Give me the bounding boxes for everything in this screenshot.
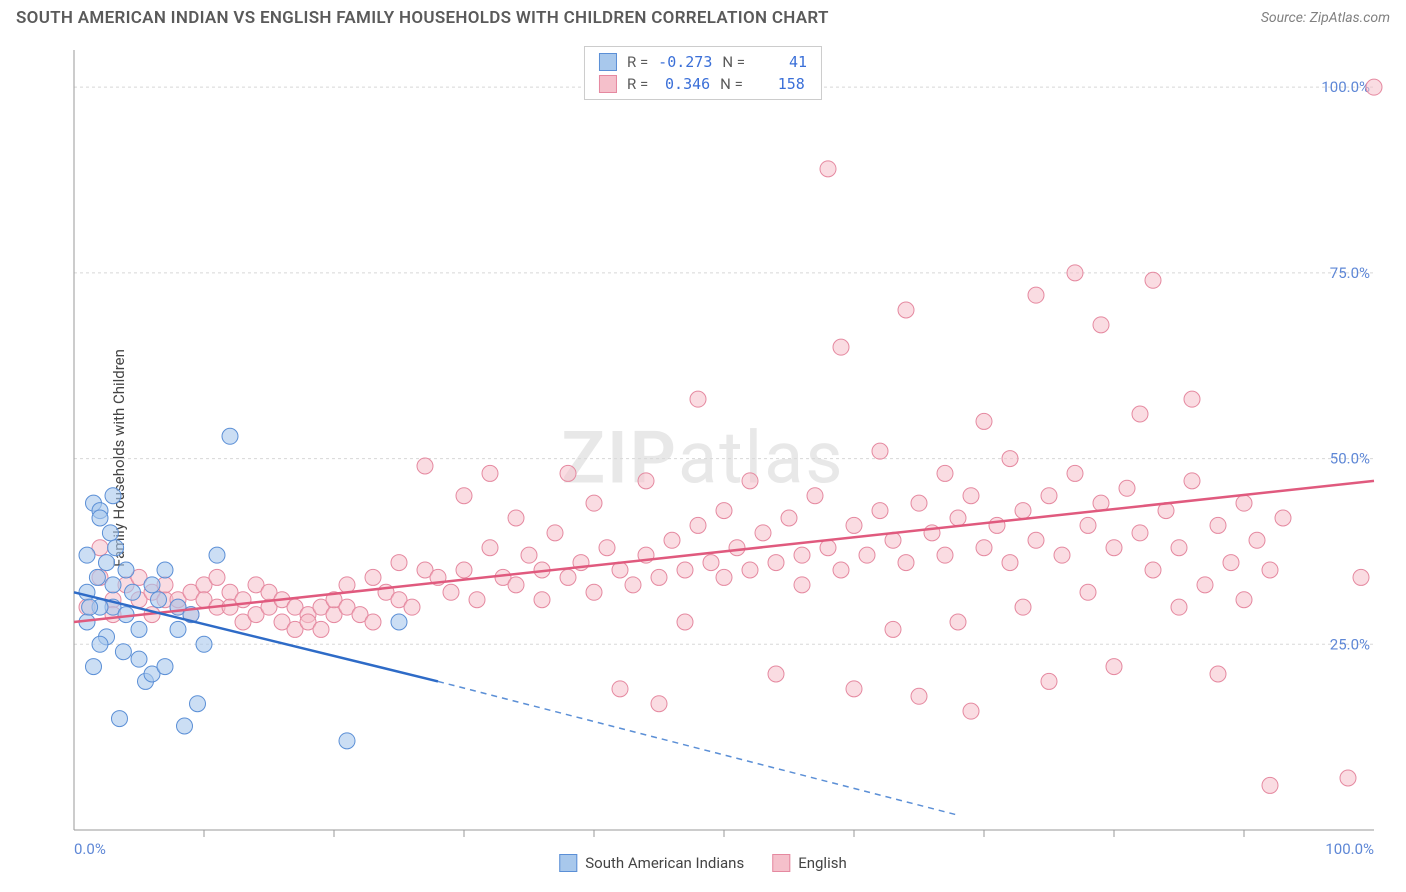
legend-item-series1: South American Indians [559, 854, 744, 872]
n-value-series1: 41 [755, 51, 807, 73]
svg-text:25.0%: 25.0% [1330, 635, 1370, 653]
r-value-series2: 0.346 [658, 73, 710, 95]
stats-row-series1: R = -0.273 N = 41 [599, 51, 807, 73]
svg-text:0.0%: 0.0% [74, 840, 106, 858]
swatch-series1 [559, 854, 577, 872]
r-label: R = [627, 73, 648, 95]
r-label: R = [627, 51, 648, 73]
svg-text:100.0%: 100.0% [1321, 78, 1370, 96]
source-label: Source: ZipAtlas.com [1261, 10, 1390, 26]
n-value-series2: 158 [753, 73, 805, 95]
legend-item-series2: English [772, 854, 847, 872]
svg-text:50.0%: 50.0% [1330, 450, 1370, 468]
chart-area: ZIPatlas R = -0.273 N = 41 R = 0.346 N =… [16, 40, 1390, 876]
stats-row-series2: R = 0.346 N = 158 [599, 73, 807, 95]
scatter-plot: 25.0% 50.0% 75.0% 100.0% 0.0% 100.0% [16, 40, 1390, 876]
swatch-series2 [772, 854, 790, 872]
swatch-series2 [599, 75, 617, 93]
legend-label-series2: English [798, 854, 847, 872]
legend: South American Indians English [559, 854, 846, 872]
legend-label-series1: South American Indians [585, 854, 744, 872]
n-label: N = [722, 51, 745, 73]
r-value-series1: -0.273 [658, 51, 712, 73]
stats-box: R = -0.273 N = 41 R = 0.346 N = 158 [584, 46, 822, 100]
svg-text:100.0%: 100.0% [1325, 840, 1374, 858]
chart-title: SOUTH AMERICAN INDIAN VS ENGLISH FAMILY … [16, 8, 829, 28]
swatch-series1 [599, 53, 617, 71]
n-label: N = [720, 73, 743, 95]
svg-text:75.0%: 75.0% [1330, 264, 1370, 282]
